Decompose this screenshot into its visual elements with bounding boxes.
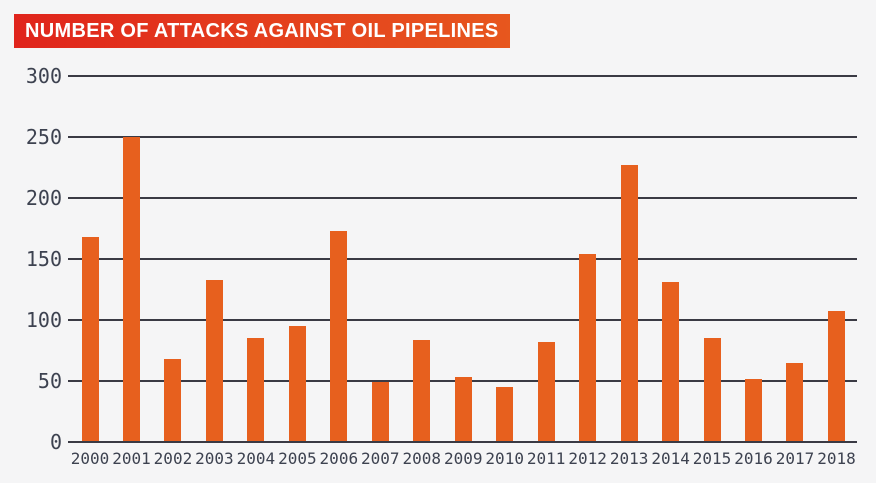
bar-2007 [371,382,389,442]
x-tick-2006: 2006 [319,449,359,468]
bar-2006 [330,230,348,442]
x-tick-2013: 2013 [609,449,649,468]
x-tick-2009: 2009 [443,449,483,468]
gridline-100 [68,319,857,321]
bar-2011 [537,341,555,442]
gridline-150 [68,258,857,260]
x-tick-2004: 2004 [236,449,276,468]
plot-area [68,75,857,443]
x-tick-2017: 2017 [775,449,815,468]
bar-2016 [745,378,763,442]
y-tick-200: 200 [25,186,62,210]
x-tick-2002: 2002 [153,449,193,468]
bar-2014 [662,282,680,442]
bar-2002 [164,359,182,442]
x-tick-2010: 2010 [485,449,524,468]
x-tick-2007: 2007 [361,449,400,468]
x-tick-2005: 2005 [278,449,317,468]
chart-title-banner: NUMBER OF ATTACKS AGAINST OIL PIPELINES [14,14,510,48]
bar-2018 [827,311,845,442]
x-tick-2012: 2012 [568,449,607,468]
bar-2015 [703,338,721,442]
bar-2009 [454,377,472,442]
bar-2017 [786,362,804,442]
gridline-300 [68,75,857,77]
x-tick-2016: 2016 [734,449,773,468]
x-tick-2001: 2001 [112,449,151,468]
bar-2000 [81,237,99,442]
chart-title: NUMBER OF ATTACKS AGAINST OIL PIPELINES [25,20,499,42]
y-tick-250: 250 [25,125,62,149]
y-tick-50: 50 [37,369,62,393]
gridline-200 [68,197,857,199]
bar-2013 [620,165,638,442]
x-tick-2003: 2003 [195,449,234,468]
x-tick-2014: 2014 [651,449,690,468]
y-tick-0: 0 [49,430,62,454]
bar-2012 [579,254,597,442]
x-tick-2018: 2018 [817,449,856,468]
bar-2003 [205,279,223,442]
bar-2005 [288,326,306,442]
y-tick-150: 150 [25,247,62,271]
bar-2004 [247,338,265,442]
bar-2001 [122,137,140,442]
bar-2008 [413,339,431,442]
x-tick-2008: 2008 [402,449,442,468]
y-tick-300: 300 [25,64,62,88]
x-axis-line [68,441,857,443]
x-tick-2015: 2015 [692,449,732,468]
x-tick-2000: 2000 [70,449,110,468]
x-tick-2011: 2011 [526,449,566,468]
y-tick-100: 100 [25,308,62,332]
bar-2010 [496,387,514,442]
gridline-250 [68,136,857,138]
